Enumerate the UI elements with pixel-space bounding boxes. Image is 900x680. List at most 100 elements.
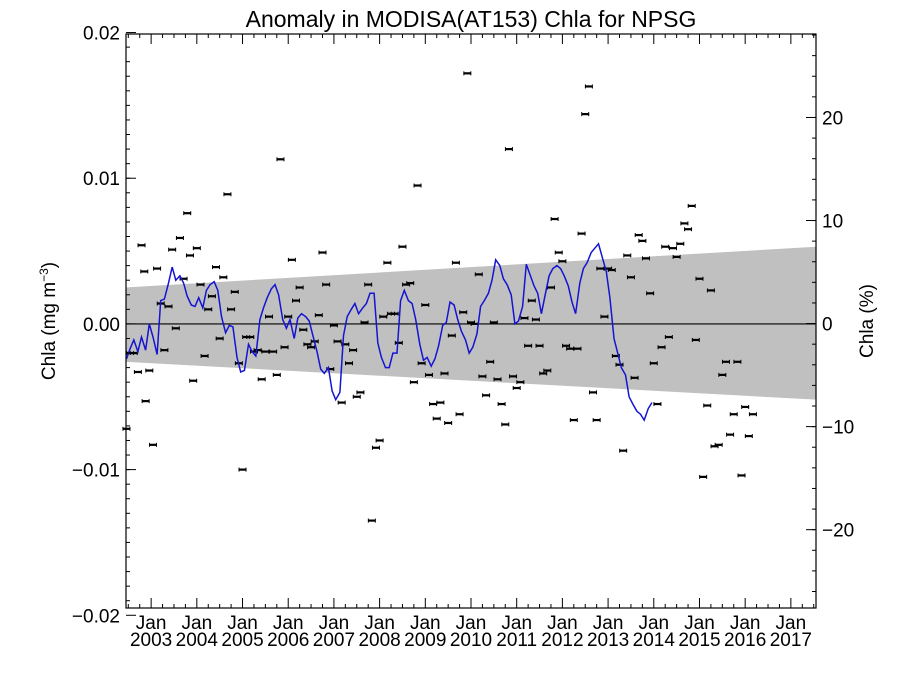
y-axis-left-title: Chla (mg m−3) <box>37 262 60 380</box>
x-tick-label-year: 2009 <box>404 630 446 651</box>
data-point <box>261 349 270 354</box>
data-point <box>668 246 677 251</box>
x-tick-label-year: 2015 <box>678 630 720 651</box>
data-point <box>318 250 327 255</box>
data-point <box>272 372 281 377</box>
data-point <box>646 291 655 296</box>
data-point <box>337 400 346 405</box>
data-point <box>744 434 753 439</box>
data-point <box>436 400 445 405</box>
y-left-tick-label: 0.00 <box>83 315 120 336</box>
x-tick-label-year: 2003 <box>130 630 172 651</box>
data-point <box>349 348 358 353</box>
x-tick-label-month: Jan <box>730 613 761 634</box>
data-point <box>459 310 468 315</box>
x-tick-label-month: Jan <box>182 613 213 634</box>
data-point <box>577 231 586 236</box>
x-tick-label-month: Jan <box>776 613 807 634</box>
data-point <box>140 269 149 274</box>
data-point <box>276 157 285 162</box>
chart-title: Anomaly in MODISA(AT153) Chla for NPSG <box>246 6 697 32</box>
x-tick-label-year: 2007 <box>313 630 355 651</box>
y-right-tick-label: 0 <box>822 315 833 336</box>
data-point <box>447 333 456 338</box>
data-point <box>562 343 571 348</box>
data-point <box>638 238 647 243</box>
x-tick-label-year: 2005 <box>221 630 263 651</box>
data-point <box>489 320 498 325</box>
x-tick-label-month: Jan <box>547 613 578 634</box>
data-point <box>280 345 289 350</box>
data-point <box>581 112 590 117</box>
data-point <box>153 266 162 271</box>
x-tick-label-month: Jan <box>501 613 532 634</box>
data-point <box>626 275 635 280</box>
data-point <box>333 339 342 344</box>
data-point <box>630 375 639 380</box>
data-point <box>661 244 670 249</box>
data-point <box>607 268 616 273</box>
data-point <box>687 203 696 208</box>
y-left-tick-label: 0.02 <box>83 24 120 45</box>
x-tick-label-year: 2017 <box>770 630 812 651</box>
data-point <box>295 285 304 290</box>
data-point <box>375 438 384 443</box>
data-point <box>164 304 173 309</box>
data-point <box>287 257 296 262</box>
data-point <box>219 275 228 280</box>
data-point <box>160 348 169 353</box>
data-point <box>482 393 491 398</box>
data-point <box>676 241 685 246</box>
data-point <box>543 368 552 373</box>
data-point <box>623 253 632 258</box>
data-point <box>192 246 201 251</box>
x-tick-label-month: Jan <box>410 613 441 634</box>
data-point <box>421 302 430 307</box>
data-point <box>684 227 693 232</box>
data-point <box>721 359 730 364</box>
plot-area <box>122 71 816 523</box>
data-point <box>432 416 441 421</box>
data-point <box>451 260 460 265</box>
data-point <box>307 345 316 350</box>
data-point <box>691 337 700 342</box>
y-right-tick-label: −20 <box>822 521 854 542</box>
data-point <box>175 235 184 240</box>
y-axis-left-title-sup: −3 <box>37 268 51 282</box>
data-point <box>748 412 757 417</box>
y-right-tick-label: 20 <box>822 108 843 129</box>
data-point <box>227 307 236 312</box>
data-point <box>269 349 278 354</box>
data-point <box>183 211 192 216</box>
data-point <box>501 422 510 427</box>
x-tick-label-year: 2013 <box>587 630 629 651</box>
data-point <box>695 276 704 281</box>
data-point <box>424 372 433 377</box>
data-point <box>653 402 662 407</box>
data-point <box>413 183 422 188</box>
data-point <box>703 403 712 408</box>
data-point <box>726 432 735 437</box>
data-point <box>137 243 146 248</box>
x-tick-label-month: Jan <box>684 613 715 634</box>
x-tick-label-month: Jan <box>227 613 258 634</box>
data-point <box>207 294 216 299</box>
data-point <box>145 368 154 373</box>
y-right-tick-label: −10 <box>822 418 854 439</box>
data-point <box>299 327 308 332</box>
data-point <box>680 221 689 226</box>
data-point <box>554 250 563 255</box>
data-point <box>322 282 331 287</box>
y-left-tick-label: −0.02 <box>72 606 120 627</box>
data-point <box>516 380 525 385</box>
data-point <box>265 314 274 319</box>
y-axis-left-title-close: ) <box>39 262 60 268</box>
data-point <box>664 335 673 340</box>
series-line <box>125 242 653 422</box>
x-tick-label-month: Jan <box>136 613 167 634</box>
data-point <box>171 326 180 331</box>
data-point <box>185 253 194 258</box>
data-point <box>238 467 247 472</box>
data-point <box>168 247 177 252</box>
